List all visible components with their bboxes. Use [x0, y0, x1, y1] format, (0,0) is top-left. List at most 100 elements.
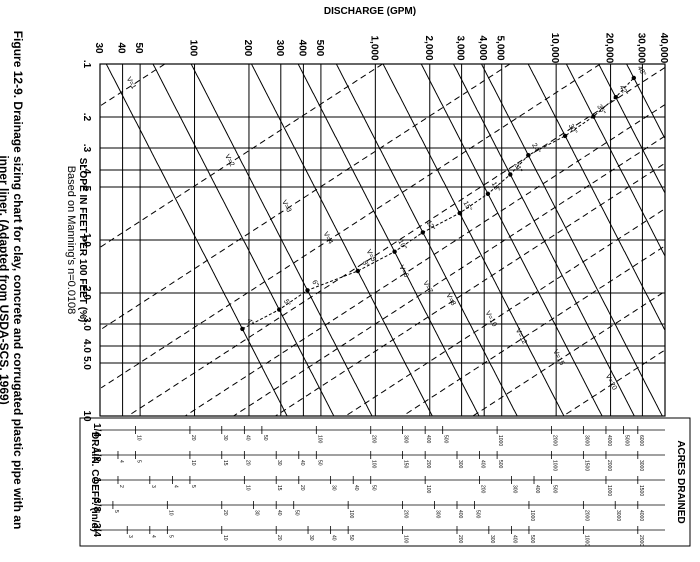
velocity-line: [99, 63, 166, 107]
x-tick-label: 3,000: [455, 35, 466, 60]
acres-tick-label: 1000: [552, 460, 558, 471]
acres-tick-label: 100: [403, 535, 409, 544]
acres-tick-label: 50: [348, 535, 354, 541]
acres-tick-label: 400: [534, 485, 540, 494]
acres-tick-label: 20: [299, 485, 305, 491]
y-tick-label: .2: [81, 113, 92, 122]
acres-tick-label: 5000: [623, 435, 629, 446]
acres-tick-label: 5: [167, 535, 173, 538]
acres-tick-label: 15: [276, 485, 282, 491]
pipe-size-label: 48": [636, 65, 647, 78]
acres-tick-label: 300: [457, 460, 463, 469]
acres-tick-label: 1000: [606, 485, 612, 496]
acres-tick-label: 100: [425, 485, 431, 494]
acres-tick-label: 400: [457, 510, 463, 519]
pipe-size-line: [190, 63, 373, 417]
caption-line-1: Figure 12-9. Drainage sizing chart for c…: [11, 31, 25, 530]
acres-tick-label: 6000: [638, 435, 644, 446]
y-tick-labels: .1 .2 .3 .4 .5 1.0 2.0 3.0 4.0 5.0 10: [81, 60, 92, 422]
acres-tick-label: 30: [276, 460, 282, 466]
x-tick-label: 5,000: [495, 35, 506, 60]
x-tick-label: 10,000: [549, 33, 560, 64]
acres-tick-label: 4000: [606, 435, 612, 446]
pipe-size-line: [335, 63, 518, 417]
pipe-size-line: [420, 63, 603, 417]
pipe-size-label: 15": [462, 200, 473, 213]
pipe-size-line: [251, 63, 433, 417]
acres-tick-label: 500: [529, 535, 535, 544]
pipe-size-line: [481, 63, 663, 417]
acres-tick-label: 5: [136, 460, 142, 463]
acres-tick-label: 4000: [638, 510, 644, 521]
pipe-size-line: [382, 63, 565, 417]
drain-coeff-value: 1/2: [91, 448, 102, 462]
velocity-label: V=4: [322, 231, 334, 246]
drain-coeff-value: 1/4: [91, 423, 102, 437]
acres-tick-label: 4: [150, 535, 156, 538]
pipe-size-line: [626, 63, 666, 139]
acres-tick-label: 3: [150, 485, 156, 488]
acres-tick-label: 10: [244, 485, 250, 491]
acres-box-frame: [79, 417, 691, 547]
pipe-size-label: 6": [310, 279, 319, 288]
acres-drained-label: ACRES DRAINED: [675, 440, 686, 523]
velocity-line: [184, 104, 666, 417]
x-tick-label: 30,000: [635, 33, 646, 64]
x-tick-label: 40: [116, 42, 127, 54]
acres-tick-label: 100: [348, 510, 354, 519]
acres-tick-label: 3000: [615, 510, 621, 521]
manning-note: Based on Manning's n=0.0108: [65, 166, 77, 315]
acres-tick-label: 10: [136, 435, 142, 441]
acres-tick-label: 1000: [529, 510, 535, 521]
pipe-size-line: [453, 63, 635, 417]
acres-tick-label: 3000: [583, 435, 589, 446]
x-tick-label: 200: [242, 40, 253, 57]
velocity-line: [472, 292, 664, 417]
y-axis-title: SLOPE IN FEET PER 100 FEET (%): [77, 158, 88, 322]
velocity-line: [100, 63, 383, 248]
pipe-size-line: [152, 63, 335, 417]
caption-line-2: inner liner. (Adapted from USDA-SCS, 196…: [0, 155, 11, 404]
y-tick-label: 3.0: [81, 317, 92, 331]
acres-tick-label: 2000: [552, 435, 558, 446]
acres-tick-label: 20: [276, 535, 282, 541]
x-tick-label: 2,000: [423, 35, 434, 60]
acres-tick-label: 500: [475, 510, 481, 519]
velocity-line: [275, 163, 664, 417]
acres-tick-label: 30: [222, 435, 228, 441]
acres-tick-label: 100: [316, 435, 322, 444]
pipe-size-line: [527, 63, 666, 331]
acres-tick-label: 200: [425, 460, 431, 469]
x-tick-labels: 30 40 50 100 200 300 400 500 1,000 2,000 3,000 4,00…: [93, 33, 669, 64]
acres-tick-label: 400: [480, 460, 486, 469]
pipe-size-label: 10": [396, 239, 407, 252]
acres-tick-label: 20: [190, 435, 196, 441]
acres-tick-label: 50: [316, 460, 322, 466]
acres-tick-label: 20: [244, 460, 250, 466]
acres-tick-label: 4: [118, 460, 124, 463]
drain-coeff-value: 3/4: [91, 523, 102, 537]
velocity-line: [127, 67, 666, 417]
acres-tick-label: 40: [353, 485, 359, 491]
acres-tick-label: 300: [403, 435, 409, 444]
pipe-size-lines: [105, 63, 666, 417]
y-tick-label: 1.0: [81, 233, 92, 247]
y-tick-label: 10: [81, 410, 92, 422]
y-grid: [100, 63, 665, 417]
acres-tick-label: 40: [331, 535, 337, 541]
acres-tick-label: 300: [511, 485, 517, 494]
velocity-label: V=20: [604, 373, 618, 391]
y-tick-label: 5.0: [81, 356, 92, 370]
acres-tick-label: 200: [457, 535, 463, 544]
pipe-size-line: [598, 63, 666, 193]
x-tick-label: 300: [274, 40, 285, 57]
acres-tick-label: 50: [371, 485, 377, 491]
acres-tick-label: 1000: [583, 535, 589, 546]
velocity-label: V=2: [223, 153, 235, 168]
velocity-line: [233, 135, 666, 417]
pipe-size-label: 42": [618, 84, 629, 97]
x-tick-label: 30: [93, 42, 104, 54]
pipe-size-label: 8": [361, 260, 370, 269]
drain-coeff-label: DRAIN. COEFF. (in/d): [89, 432, 100, 532]
x-tick-label: 4,000: [477, 35, 488, 60]
